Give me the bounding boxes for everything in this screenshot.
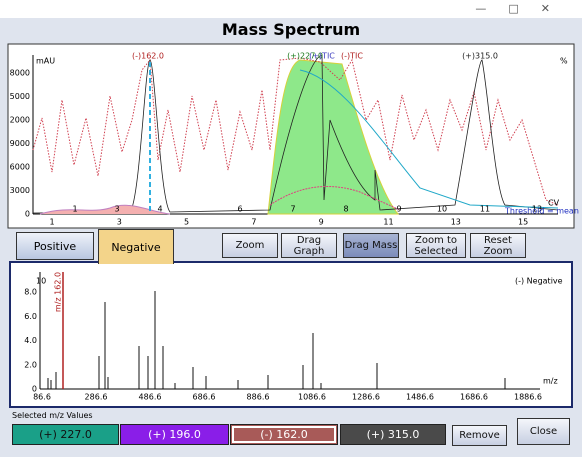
pos-tic-line xyxy=(299,69,559,209)
close-button[interactable]: Close xyxy=(517,418,570,445)
y-tick-label: 8000 xyxy=(10,69,30,78)
peak-number: 1 xyxy=(72,205,77,214)
peak-label: (+)227.0 xyxy=(287,52,323,61)
y-tick-label: 8.0 xyxy=(24,288,37,297)
tic-area xyxy=(267,59,400,215)
peak-number: 8 xyxy=(343,205,348,214)
peak-number: 10 xyxy=(437,205,447,214)
x-tick-label: 13 xyxy=(451,218,461,227)
peak-number: 9 xyxy=(396,205,401,214)
y-tick-label: 6000 xyxy=(10,163,30,172)
tool-button[interactable]: Drag Mass xyxy=(343,233,399,258)
x-tick-label: 686.6 xyxy=(193,393,216,402)
y-tick-label: 0 xyxy=(32,385,37,394)
y-tick-label: 2.0 xyxy=(24,360,37,369)
tool-button[interactable]: Zoom to Selected xyxy=(406,233,466,258)
selection-label: Selected m/z Values xyxy=(12,411,93,420)
window-title: Mass Spectrum xyxy=(221,20,361,39)
peak-label: (+)315.0 xyxy=(462,52,498,61)
mz-chip[interactable]: (+) 227.0 xyxy=(12,424,119,445)
tool-button[interactable]: Zoom xyxy=(222,233,278,258)
x-tick-label: 15 xyxy=(518,218,528,227)
mz-chip[interactable]: (+) 315.0 xyxy=(340,424,446,445)
mode-label: (-) Negative xyxy=(515,277,563,286)
spectrum-frame xyxy=(9,261,573,408)
peak-number: 4 xyxy=(157,205,162,214)
y2-unit: % xyxy=(560,57,568,66)
peak-label: (+)TIC xyxy=(309,52,335,61)
remove-button[interactable]: Remove xyxy=(452,425,507,446)
y-tick-label: 9000 xyxy=(10,139,30,148)
ion-trace xyxy=(32,54,559,214)
y-tick-label: 6.0 xyxy=(24,312,37,321)
mz-chip[interactable]: (+) 196.0 xyxy=(120,424,229,445)
x-tick-label: 86.6 xyxy=(33,393,51,402)
peak-number: 3 xyxy=(114,205,119,214)
x-tick-label: 1486.6 xyxy=(406,393,434,402)
x-tick-label: 1686.6 xyxy=(460,393,488,402)
x-tick-label: 886.6 xyxy=(247,393,270,402)
x-tick-label: 9 xyxy=(319,218,324,227)
y-tick-label: 5000 xyxy=(10,92,30,101)
tool-button[interactable]: Drag Graph xyxy=(281,233,337,258)
x-tick-label: 5 xyxy=(184,218,189,227)
trace xyxy=(39,204,171,215)
tab[interactable]: Negative xyxy=(98,229,174,264)
y-unit: mAU xyxy=(36,57,55,66)
y-tick-label: 2000 xyxy=(10,116,30,125)
peak-number: 7 xyxy=(290,205,295,214)
y-exponent: 10 xyxy=(36,277,46,286)
x-tick-label: 1286.6 xyxy=(352,393,380,402)
y-tick-label: 4.0 xyxy=(24,336,37,345)
x-axis-label: m/z xyxy=(543,377,558,386)
x-tick-label: 1 xyxy=(49,218,54,227)
threshold-label: Threshold = mean xyxy=(504,207,579,216)
peak-number: 13 xyxy=(532,205,542,214)
peak-label: (-)162.0 xyxy=(132,52,164,61)
peak-number: 6 xyxy=(237,205,242,214)
y-tick-label: 0 xyxy=(25,210,30,219)
peak-number: 11 xyxy=(480,205,490,214)
x-tick-label: 7 xyxy=(251,218,256,227)
title-bar xyxy=(0,0,582,18)
trace xyxy=(269,185,401,211)
x-tick-label: 1086.6 xyxy=(298,393,326,402)
x-tick-label: 1886.6 xyxy=(514,393,542,402)
mz-chip[interactable]: (-) 162.0 xyxy=(230,424,338,445)
x-tick-label: 486.6 xyxy=(139,393,162,402)
neg-tic-line xyxy=(32,57,559,206)
x-tick-label: 286.6 xyxy=(85,393,108,402)
tab[interactable]: Positive xyxy=(16,232,94,260)
x-tick-label: 11 xyxy=(383,218,393,227)
peak-label: (-)TIC xyxy=(341,52,363,61)
marker-label: m/z 162.0 xyxy=(54,272,63,312)
y-tick-label: 3000 xyxy=(10,186,30,195)
cv-label: CV xyxy=(548,199,560,208)
tool-button[interactable]: Reset Zoom xyxy=(470,233,526,258)
x-tick-label: 3 xyxy=(117,218,122,227)
window-controls[interactable]: —□✕ xyxy=(475,2,572,15)
spectrum-peaks xyxy=(47,291,506,389)
